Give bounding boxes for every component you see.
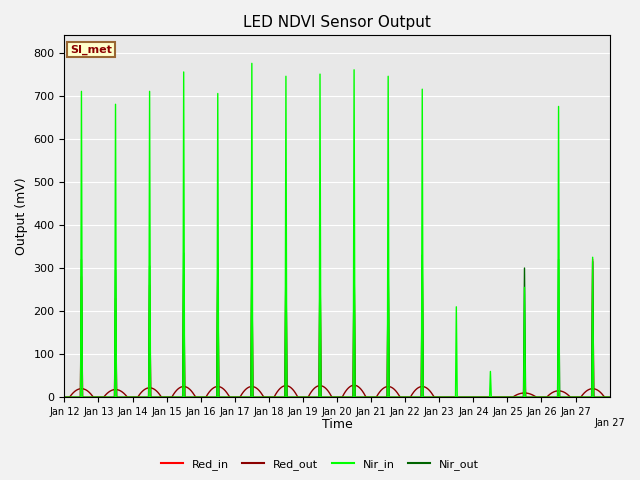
Text: SI_met: SI_met (70, 44, 112, 55)
X-axis label: Time: Time (322, 419, 353, 432)
Legend: Red_in, Red_out, Nir_in, Nir_out: Red_in, Red_out, Nir_in, Nir_out (156, 455, 484, 474)
Text: Jan 27: Jan 27 (595, 418, 625, 428)
Y-axis label: Output (mV): Output (mV) (15, 178, 28, 255)
Title: LED NDVI Sensor Output: LED NDVI Sensor Output (243, 15, 431, 30)
